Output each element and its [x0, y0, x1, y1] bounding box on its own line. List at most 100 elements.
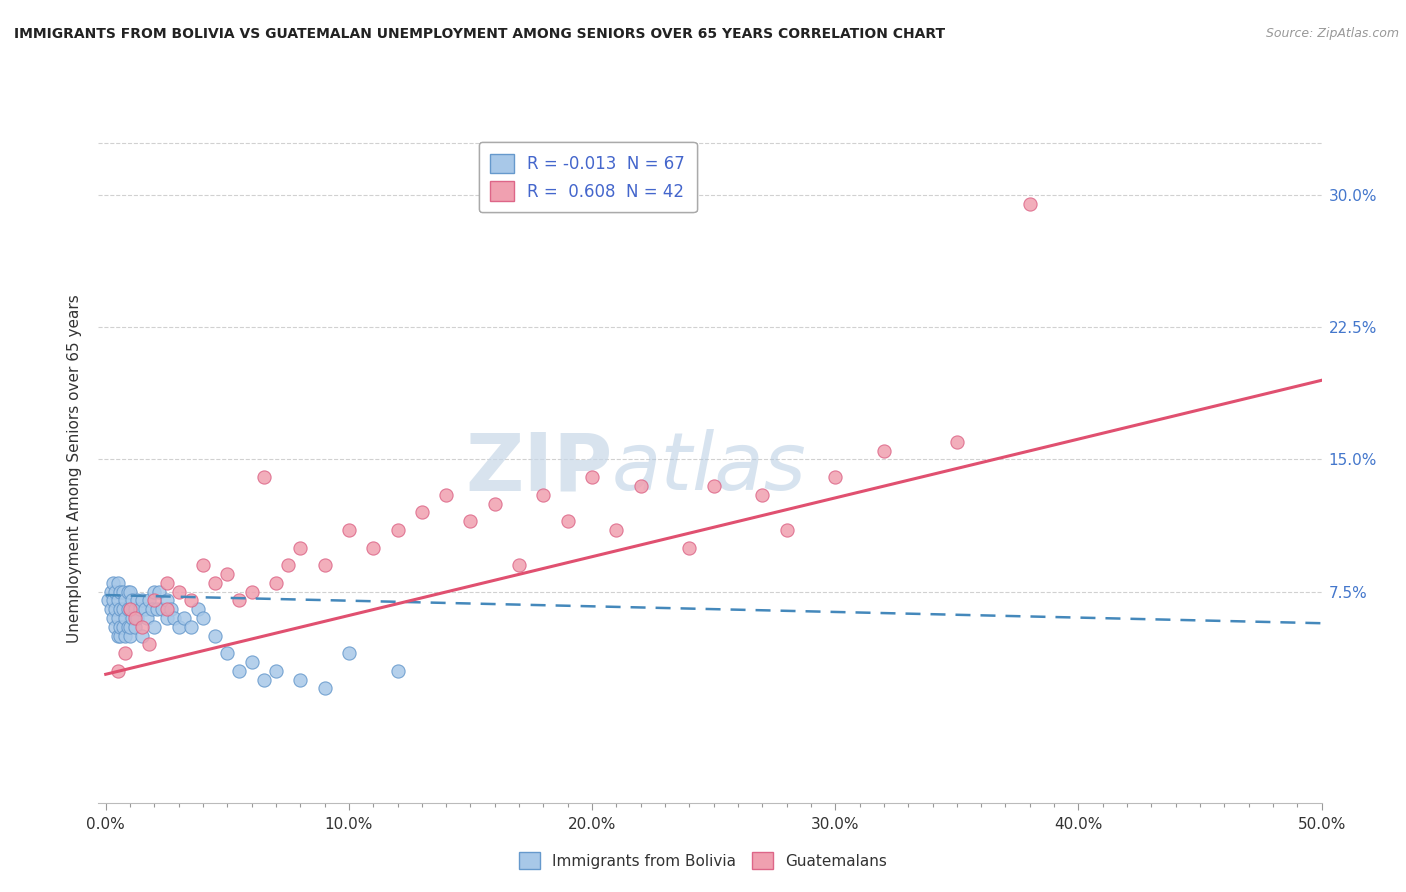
Point: [121, 593, 143, 607]
Point: [253, 470, 276, 484]
Point: [100, 602, 122, 616]
Point: [167, 620, 190, 634]
Point: [155, 575, 177, 590]
Point: [337, 646, 360, 660]
Point: [107, 575, 129, 590]
Point: [134, 602, 156, 616]
Point: [180, 620, 202, 634]
Text: ZIP: ZIP: [465, 429, 612, 508]
Point: [131, 620, 153, 634]
Point: [1018, 197, 1040, 211]
Point: [124, 602, 146, 616]
Point: [97, 593, 120, 607]
Point: [107, 611, 129, 625]
Point: [143, 593, 166, 607]
Point: [264, 664, 287, 678]
Point: [107, 628, 129, 642]
Point: [775, 523, 797, 537]
Point: [253, 673, 276, 687]
Point: [264, 575, 287, 590]
Point: [117, 620, 139, 634]
Legend: R = -0.013  N = 67, R =  0.608  N = 42: R = -0.013 N = 67, R = 0.608 N = 42: [479, 142, 696, 212]
Point: [131, 593, 153, 607]
Point: [508, 558, 530, 573]
Point: [277, 558, 299, 573]
Point: [114, 628, 136, 642]
Point: [191, 558, 214, 573]
Point: [118, 602, 141, 616]
Point: [204, 575, 226, 590]
Point: [138, 637, 160, 651]
Point: [110, 584, 132, 599]
Text: Source: ZipAtlas.com: Source: ZipAtlas.com: [1265, 27, 1399, 40]
Point: [118, 628, 141, 642]
Point: [124, 620, 146, 634]
Point: [217, 566, 239, 581]
Point: [117, 602, 139, 616]
Point: [104, 584, 127, 599]
Text: atlas: atlas: [612, 429, 807, 508]
Point: [581, 470, 603, 484]
Point: [104, 620, 127, 634]
Point: [146, 602, 169, 616]
Point: [290, 541, 312, 555]
Point: [173, 611, 195, 625]
Point: [240, 655, 263, 669]
Point: [111, 584, 134, 599]
Point: [240, 584, 263, 599]
Text: IMMIGRANTS FROM BOLIVIA VS GUATEMALAN UNEMPLOYMENT AMONG SENIORS OVER 65 YEARS C: IMMIGRANTS FROM BOLIVIA VS GUATEMALAN UN…: [14, 27, 945, 41]
Point: [946, 434, 969, 449]
Point: [187, 602, 209, 616]
Point: [873, 443, 896, 458]
Legend: Immigrants from Bolivia, Guatemalans: Immigrants from Bolivia, Guatemalans: [513, 846, 893, 875]
Point: [228, 664, 250, 678]
Point: [678, 541, 700, 555]
Point: [751, 488, 773, 502]
Point: [337, 523, 360, 537]
Point: [191, 611, 214, 625]
Point: [127, 611, 149, 625]
Point: [111, 602, 134, 616]
Point: [128, 602, 150, 616]
Point: [155, 593, 177, 607]
Point: [136, 611, 159, 625]
Point: [824, 470, 846, 484]
Point: [217, 646, 239, 660]
Point: [703, 479, 725, 493]
Point: [143, 620, 166, 634]
Point: [118, 602, 141, 616]
Point: [605, 523, 627, 537]
Point: [180, 593, 202, 607]
Point: [484, 496, 506, 510]
Point: [114, 646, 136, 660]
Point: [533, 488, 555, 502]
Point: [104, 602, 127, 616]
Point: [138, 593, 160, 607]
Point: [114, 593, 136, 607]
Point: [434, 488, 457, 502]
Point: [118, 620, 141, 634]
Point: [387, 523, 409, 537]
Point: [100, 584, 122, 599]
Point: [117, 584, 139, 599]
Point: [290, 673, 312, 687]
Point: [314, 558, 336, 573]
Point: [110, 628, 132, 642]
Point: [204, 628, 226, 642]
Point: [150, 602, 173, 616]
Point: [107, 593, 129, 607]
Point: [228, 593, 250, 607]
Point: [387, 664, 409, 678]
Y-axis label: Unemployment Among Seniors over 65 years: Unemployment Among Seniors over 65 years: [67, 294, 83, 642]
Point: [148, 584, 170, 599]
Point: [411, 505, 433, 519]
Point: [111, 620, 134, 634]
Point: [460, 514, 482, 528]
Point: [124, 611, 146, 625]
Point: [167, 584, 190, 599]
Point: [163, 611, 186, 625]
Point: [121, 611, 143, 625]
Point: [143, 584, 166, 599]
Point: [361, 541, 384, 555]
Point: [155, 602, 177, 616]
